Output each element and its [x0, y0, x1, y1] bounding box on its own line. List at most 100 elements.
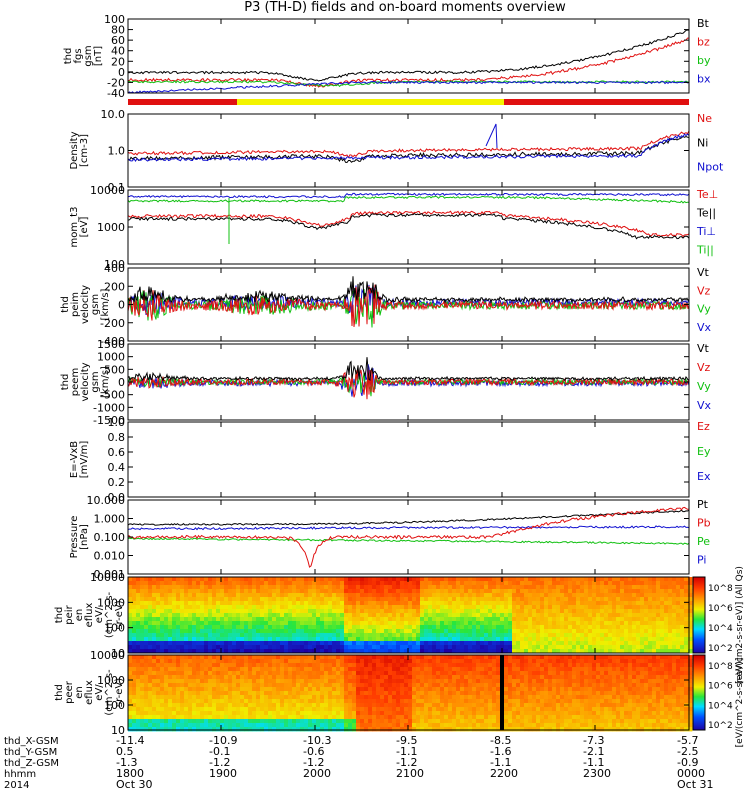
spectrogram-cell — [512, 671, 517, 676]
spectrogram-cell — [188, 629, 193, 634]
spectrogram-cell — [252, 609, 257, 614]
spectrogram-cell — [564, 633, 569, 638]
spectrogram-cell — [312, 633, 317, 638]
spectrogram-cell — [400, 695, 405, 700]
spectrogram-cell — [136, 629, 141, 634]
spectrogram-cell — [204, 719, 209, 724]
spectrogram-cell — [484, 687, 489, 692]
spectrogram-cell — [572, 593, 577, 598]
spectrogram-cell — [452, 719, 457, 724]
spectrogram-cell — [464, 593, 469, 598]
spectrogram-cell — [312, 695, 317, 700]
spectrogram-cell — [468, 655, 473, 660]
spectrogram-cell — [544, 597, 549, 602]
spectrogram-cell — [460, 667, 465, 672]
spectrogram-cell — [256, 699, 261, 704]
spectrogram-cell — [296, 655, 301, 660]
spectrogram-cell — [320, 707, 325, 712]
spectrogram-cell — [352, 667, 357, 672]
spectrogram-cell — [400, 581, 405, 586]
spectrogram-cell — [324, 723, 329, 728]
spectrogram-cell — [356, 609, 361, 614]
spectrogram-cell — [244, 605, 249, 610]
spectrogram-cell — [324, 645, 329, 650]
spectrogram-cell — [588, 577, 593, 582]
spectrogram-cell — [180, 593, 185, 598]
spectrogram-cell — [496, 601, 501, 606]
spectrogram-cell — [660, 581, 665, 586]
spectrogram-cell — [308, 723, 313, 728]
spectrogram-cell — [476, 621, 481, 626]
spectrogram-cell — [328, 645, 333, 650]
spectrogram-cell — [356, 663, 361, 668]
spectrogram-cell — [288, 703, 293, 708]
spectrogram-cell — [348, 683, 353, 688]
spectrogram-cell — [296, 597, 301, 602]
spectrogram-cell — [400, 703, 405, 708]
spectrogram-cell — [204, 667, 209, 672]
spectrogram-cell — [460, 629, 465, 634]
spectrogram-cell — [560, 687, 565, 692]
spectrogram-cell — [228, 617, 233, 622]
spectrogram-cell — [412, 719, 417, 724]
spectrogram-cell — [464, 577, 469, 582]
spectrogram-cell — [644, 633, 649, 638]
spectrogram-cell — [640, 629, 645, 634]
spectrogram-cell — [476, 699, 481, 704]
spectrogram-cell — [368, 707, 373, 712]
spectrogram-cell — [224, 675, 229, 680]
spectrogram-cell — [284, 645, 289, 650]
spectrogram-cell — [236, 695, 241, 700]
spectrogram-cell — [516, 585, 521, 590]
spectrogram-cell — [684, 577, 689, 582]
spectrogram-cell — [272, 715, 277, 720]
spectrogram-cell — [636, 625, 641, 630]
spectrogram-cell — [480, 613, 485, 618]
spectrogram-cell — [292, 659, 297, 664]
spectrogram-cell — [312, 621, 317, 626]
spectrogram-cell — [500, 585, 505, 590]
spectrogram-cell — [428, 645, 433, 650]
spectrogram-cell — [460, 589, 465, 594]
spectrogram-cell — [352, 727, 357, 732]
spectrogram-cell — [524, 605, 529, 610]
spectrogram-cell — [532, 659, 537, 664]
spectrogram-cell — [396, 675, 401, 680]
spectrogram-cell — [424, 637, 429, 642]
spectrogram-cell — [428, 727, 433, 732]
spectrogram-cell — [292, 637, 297, 642]
spectrogram-cell — [524, 659, 529, 664]
spectrogram-cell — [640, 577, 645, 582]
spectrogram-cell — [204, 675, 209, 680]
spectrogram-cell — [328, 585, 333, 590]
spectrogram-cell — [232, 585, 237, 590]
spectrogram-cell — [688, 649, 693, 654]
spectrogram-cell — [196, 617, 201, 622]
spectrogram-cell — [280, 637, 285, 642]
spectrogram-cell — [452, 641, 457, 646]
spectrogram-cell — [408, 699, 413, 704]
spectrogram-cell — [596, 683, 601, 688]
spectrogram-cell — [436, 585, 441, 590]
spectrogram-cell — [296, 613, 301, 618]
spectrogram-cell — [348, 655, 353, 660]
spectrogram-cell — [472, 675, 477, 680]
spectrogram-cell — [412, 589, 417, 594]
spectrogram-cell — [532, 675, 537, 680]
spectrogram-cell — [224, 687, 229, 692]
spectrogram-cell — [264, 667, 269, 672]
spectrogram-cell — [604, 703, 609, 708]
spectrogram-cell — [352, 687, 357, 692]
spectrogram-cell — [148, 617, 153, 622]
spectrogram-cell — [416, 613, 421, 618]
spectrogram-cell — [652, 601, 657, 606]
spectrogram-cell — [572, 629, 577, 634]
spectrogram-cell — [140, 581, 145, 586]
spectrogram-cell — [428, 625, 433, 630]
spectrogram-cell — [184, 699, 189, 704]
spectrogram-cell — [464, 715, 469, 720]
spectrogram-cell — [448, 655, 453, 660]
spectrogram-cell — [260, 655, 265, 660]
spectrogram-cell — [380, 629, 385, 634]
spectrogram-cell — [548, 719, 553, 724]
